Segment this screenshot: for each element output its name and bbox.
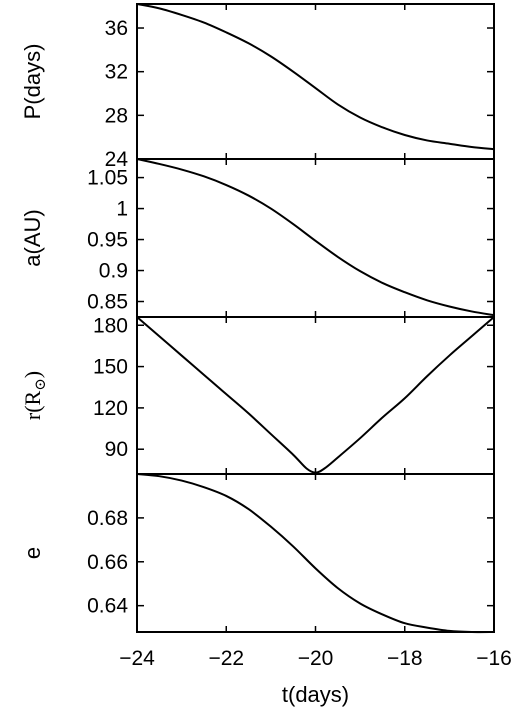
y-axis-label-main: r(R — [20, 390, 45, 420]
panel-eccentricity: 0.64 0.66 0.68 −24 −22 −20 −18 −16 e t(days) — [20, 473, 512, 707]
y-axis-label-subscript: ⊙ — [33, 378, 49, 391]
chart-panels: 24 28 32 36 P(days) 0.85 0.9 0.95 1 1.05 a(AU) 90 12… — [20, 3, 512, 707]
x-tick-label: −22 — [208, 647, 244, 670]
x-axis-label: t(days) — [282, 682, 349, 707]
panel-period: 24 28 32 36 P(days) — [20, 3, 495, 171]
panel-frame — [136, 316, 495, 475]
y-axis-label: a(AU) — [20, 209, 45, 266]
panel-frame — [136, 3, 495, 160]
y-tick-label: 120 — [93, 397, 128, 420]
y-tick-label: 0.66 — [87, 551, 128, 574]
y-axis-label: e — [20, 547, 45, 559]
y-tick-label: 0.68 — [87, 507, 128, 530]
panel-semi-major-axis: 0.85 0.9 0.95 1 1.05 a(AU) — [20, 158, 495, 318]
y-tick-label: 32 — [105, 61, 128, 84]
y-tick-label: 180 — [93, 314, 128, 337]
y-tick-label: 1.05 — [87, 167, 128, 190]
series-line-eccentricity — [136, 473, 495, 634]
y-axis-label: r(R⊙) — [20, 371, 49, 420]
series-line-semi-major-axis — [136, 158, 495, 317]
x-tick-label: −18 — [387, 647, 423, 670]
y-tick-label: 36 — [105, 17, 128, 40]
y-tick-label: 0.95 — [87, 229, 128, 252]
y-tick-label: 90 — [105, 438, 128, 461]
series-line-period — [136, 3, 495, 151]
y-tick-label: 0.85 — [87, 291, 128, 314]
y-axis-label: P(days) — [20, 44, 45, 120]
panel-frame — [136, 158, 495, 318]
y-axis-label-close: ) — [20, 371, 45, 378]
x-tick-label: −20 — [298, 647, 334, 670]
y-tick-label: 0.9 — [99, 260, 128, 283]
panel-frame — [136, 473, 495, 633]
x-tick-label: −16 — [476, 647, 512, 670]
y-tick-label: 0.64 — [87, 595, 128, 618]
series-line-separation — [136, 316, 495, 474]
y-tick-label: 28 — [105, 104, 128, 127]
panel-separation: 90 120 150 180 r(R⊙) — [20, 314, 495, 475]
y-tick-label: 1 — [116, 198, 128, 221]
y-tick-label: 24 — [105, 148, 129, 171]
y-tick-label: 150 — [93, 356, 128, 379]
x-tick-label: −24 — [119, 647, 155, 670]
